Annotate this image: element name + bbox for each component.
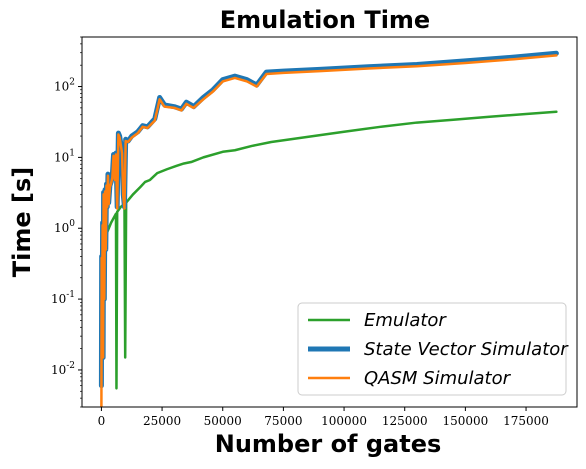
chart-title: Emulation Time	[220, 6, 430, 34]
y-tick-label: 101	[54, 148, 75, 164]
y-axis: 10-2 10-1 100 101 102	[51, 36, 82, 408]
x-tick-label: 25000	[143, 414, 181, 428]
series-line-3	[100, 54, 558, 407]
y-axis-label: Time [s]	[8, 167, 36, 277]
y-tick-label: 102	[54, 78, 75, 94]
y-tick-label: 10-1	[51, 290, 75, 306]
y-tick-label: 100	[54, 219, 75, 235]
x-tick-label: 125000	[382, 414, 428, 428]
legend-label-3: QASM Simulator	[364, 368, 512, 389]
x-tick-label: 100000	[321, 414, 367, 428]
x-tick-label: 0	[98, 414, 106, 428]
x-axis: 0 25000 50000 75000 100000 125000 150000 175000	[98, 407, 549, 428]
legend-label-2: State Vector Simulator	[364, 339, 569, 360]
y-tick-label: 10-2	[51, 361, 75, 377]
legend-box	[297, 302, 567, 396]
legend-label-1: Emulator	[364, 310, 447, 331]
x-tick-label: 175000	[503, 414, 549, 428]
plot-frame	[81, 36, 578, 408]
legend: Emulator State Vector Simulator QASM Simul…	[297, 302, 569, 396]
x-tick-label: 75000	[264, 414, 302, 428]
series-line-1	[100, 110, 558, 390]
x-tick-label: 50000	[204, 414, 242, 428]
plot-area	[98, 50, 559, 407]
x-axis-label: Number of gates	[215, 430, 442, 458]
x-tick-label: 150000	[442, 414, 488, 428]
